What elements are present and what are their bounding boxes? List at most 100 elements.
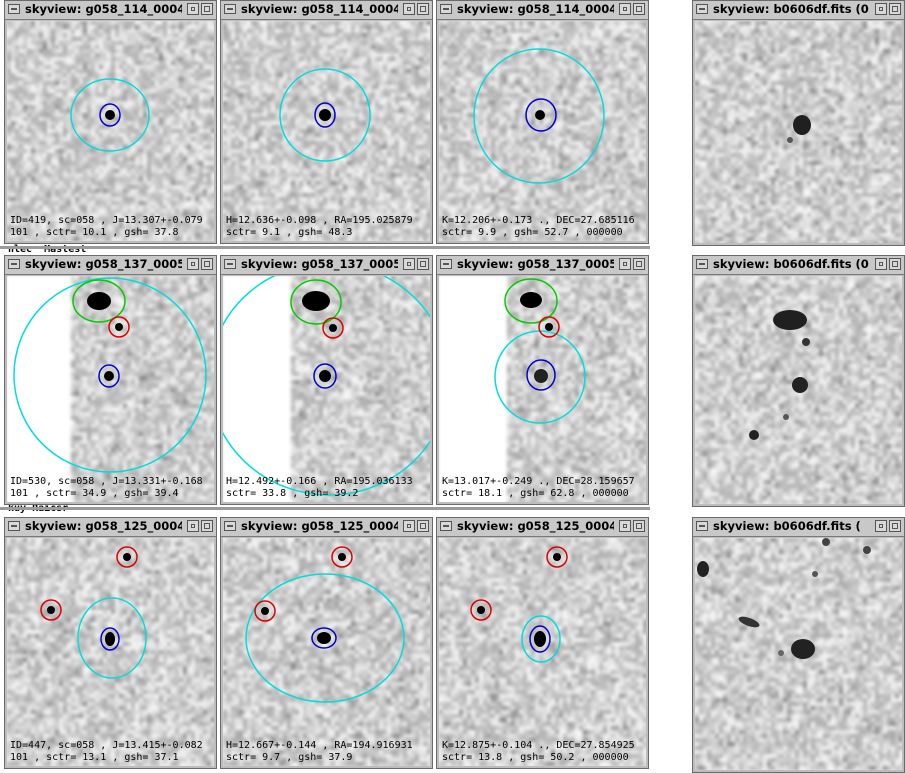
minimize-icon[interactable] bbox=[619, 258, 631, 270]
window-title: skyview: g058_137_0005 bbox=[25, 257, 182, 271]
window-menu-icon[interactable] bbox=[696, 4, 708, 14]
maximize-icon[interactable] bbox=[201, 258, 213, 270]
window-titlebar[interactable]: skyview: g058_137_0005 bbox=[221, 256, 432, 275]
image-viewport[interactable]: K=13.017+-0.249 ., DEC=28.159657 sctr= 1… bbox=[439, 276, 646, 502]
skyview-k-window[interactable]: skyview: g058_137_0005 K=13.017+-0.249 .… bbox=[436, 255, 649, 505]
star-source bbox=[749, 430, 759, 440]
skyview-j-window[interactable]: skyview: g058_114_0004 ID=419, sc=058 , … bbox=[4, 0, 217, 244]
image-viewport[interactable] bbox=[695, 21, 902, 243]
window-menu-icon[interactable] bbox=[8, 259, 20, 269]
minimize-icon[interactable] bbox=[187, 3, 199, 15]
window-menu-icon[interactable] bbox=[440, 521, 452, 531]
window-menu-icon[interactable] bbox=[696, 521, 708, 531]
caption-line: K=12.875+-0.104 ., DEC=27.854925 bbox=[442, 740, 635, 751]
fits-window[interactable]: skyview: b0606df.fits ( bbox=[692, 517, 905, 773]
maximize-icon[interactable] bbox=[201, 3, 213, 15]
maximize-icon[interactable] bbox=[633, 3, 645, 15]
minimize-icon[interactable] bbox=[875, 520, 887, 532]
minimize-icon[interactable] bbox=[875, 3, 887, 15]
maximize-icon[interactable] bbox=[417, 258, 429, 270]
maximize-icon[interactable] bbox=[417, 3, 429, 15]
photometry-caption: H=12.492+-0.166 , RA=195.036133 sctr= 33… bbox=[226, 476, 413, 500]
image-viewport[interactable]: H=12.667+-0.144 , RA=194.916931 sctr= 9.… bbox=[223, 538, 430, 766]
window-titlebar[interactable]: skyview: g058_137_0005 bbox=[437, 256, 648, 275]
caption-line: sctr= 18.1 , gsh= 62.8 , 000000 bbox=[442, 488, 629, 499]
maximize-icon[interactable] bbox=[889, 520, 901, 532]
skyview-h-window[interactable]: skyview: g058_137_0005 H=12.492+-0.166 ,… bbox=[220, 255, 433, 505]
minimize-icon[interactable] bbox=[619, 520, 631, 532]
sky-noise bbox=[223, 538, 430, 766]
window-titlebar[interactable]: skyview: g058_114_0004 bbox=[5, 1, 216, 20]
minimize-icon[interactable] bbox=[403, 258, 415, 270]
minimize-icon[interactable] bbox=[187, 258, 199, 270]
aperture-marker bbox=[13, 277, 207, 473]
aperture-marker bbox=[473, 48, 605, 184]
minimize-icon[interactable] bbox=[619, 3, 631, 15]
maximize-icon[interactable] bbox=[417, 520, 429, 532]
image-viewport[interactable] bbox=[695, 538, 902, 770]
window-menu-icon[interactable] bbox=[440, 259, 452, 269]
image-viewport[interactable]: H=12.492+-0.166 , RA=195.036133 sctr= 33… bbox=[223, 276, 430, 502]
caption-line: ID=447, sc=058 , J=13.415+-0.082 bbox=[10, 740, 203, 751]
window-menu-icon[interactable] bbox=[8, 4, 20, 14]
image-viewport[interactable]: ID=530, sc=058 , J=13.331+-0.168 101 , s… bbox=[7, 276, 214, 502]
window-menu-icon[interactable] bbox=[8, 521, 20, 531]
skyview-j-window[interactable]: skyview: g058_125_0004 ID=447, sc=058 , … bbox=[4, 517, 217, 769]
sky-image bbox=[245, 546, 405, 703]
photometry-caption: H=12.636+-0.098 , RA=195.025879 sctr= 9.… bbox=[226, 215, 413, 239]
fits-window[interactable]: skyview: b0606df.fits (0 bbox=[692, 255, 905, 507]
window-titlebar[interactable]: skyview: g058_125_0004 bbox=[437, 518, 648, 537]
window-titlebar[interactable]: skyview: b0606df.fits (0 bbox=[693, 1, 904, 20]
caption-line: sctr= 9.7 , gsh= 37.9 bbox=[226, 752, 353, 763]
window-titlebar[interactable]: skyview: b0606df.fits (0 bbox=[693, 256, 904, 275]
fits-window[interactable]: skyview: b0606df.fits (0 bbox=[692, 0, 905, 246]
skyview-k-window[interactable]: skyview: g058_125_0004 K=12.875+-0.104 .… bbox=[436, 517, 649, 769]
image-viewport[interactable]: H=12.636+-0.098 , RA=195.025879 sctr= 9.… bbox=[223, 21, 430, 241]
window-menu-icon[interactable] bbox=[696, 259, 708, 269]
window-titlebar[interactable]: skyview: g058_114_0004 bbox=[221, 1, 432, 20]
sky-noise bbox=[223, 21, 430, 241]
aperture-marker bbox=[77, 597, 147, 679]
minimize-icon[interactable] bbox=[187, 520, 199, 532]
image-viewport[interactable]: ID=419, sc=058 , J=13.307+-0.079 101 , s… bbox=[7, 21, 214, 241]
window-menu-icon[interactable] bbox=[224, 4, 236, 14]
skyview-k-window[interactable]: skyview: g058_114_0004 K=12.206+-0.173 .… bbox=[436, 0, 649, 244]
image-viewport[interactable]: ID=447, sc=058 , J=13.415+-0.082 101 , s… bbox=[7, 538, 214, 766]
neighbor-marker bbox=[538, 316, 560, 338]
window-menu-icon[interactable] bbox=[224, 521, 236, 531]
window-titlebar[interactable]: skyview: b0606df.fits ( bbox=[693, 518, 904, 537]
star-source bbox=[535, 110, 545, 120]
minimize-icon[interactable] bbox=[403, 520, 415, 532]
sky-image bbox=[473, 48, 605, 184]
maximize-icon[interactable] bbox=[633, 258, 645, 270]
bright-source bbox=[302, 291, 330, 311]
skyview-h-window[interactable]: skyview: g058_125_0004 H=12.667+-0.144 ,… bbox=[220, 517, 433, 769]
maximize-icon[interactable] bbox=[633, 520, 645, 532]
window-menu-icon[interactable] bbox=[224, 259, 236, 269]
neighbor-marker bbox=[254, 600, 276, 622]
window-titlebar[interactable]: skyview: g058_137_0005 bbox=[5, 256, 216, 275]
window-menu-icon[interactable] bbox=[440, 4, 452, 14]
companion-marker bbox=[290, 279, 342, 325]
caption-line: ID=530, sc=058 , J=13.331+-0.168 bbox=[10, 476, 203, 487]
window-titlebar[interactable]: skyview: g058_125_0004 bbox=[5, 518, 216, 537]
caption-line: K=12.206+-0.173 ., DEC=27.685116 bbox=[442, 215, 635, 226]
window-titlebar[interactable]: skyview: g058_114_0004 bbox=[437, 1, 648, 20]
galaxy-source bbox=[793, 115, 811, 135]
maximize-icon[interactable] bbox=[889, 3, 901, 15]
aperture-marker bbox=[245, 573, 405, 703]
skyview-h-window[interactable]: skyview: g058_114_0004 H=12.636+-0.098 ,… bbox=[220, 0, 433, 244]
neighbor-source bbox=[115, 323, 123, 331]
image-viewport[interactable] bbox=[695, 276, 902, 504]
minimize-icon[interactable] bbox=[875, 258, 887, 270]
window-titlebar[interactable]: skyview: g058_125_0004 bbox=[221, 518, 432, 537]
sky-image bbox=[494, 278, 586, 424]
image-viewport[interactable]: K=12.875+-0.104 ., DEC=27.854925 sctr= 1… bbox=[439, 538, 646, 766]
minimize-icon[interactable] bbox=[403, 3, 415, 15]
bright-source bbox=[87, 292, 111, 310]
skyview-j-window[interactable]: skyview: g058_137_0005 ID=530, sc=058 , … bbox=[4, 255, 217, 505]
maximize-icon[interactable] bbox=[889, 258, 901, 270]
sky-noise bbox=[7, 21, 214, 241]
image-viewport[interactable]: K=12.206+-0.173 ., DEC=27.685116 sctr= 9… bbox=[439, 21, 646, 241]
maximize-icon[interactable] bbox=[201, 520, 213, 532]
